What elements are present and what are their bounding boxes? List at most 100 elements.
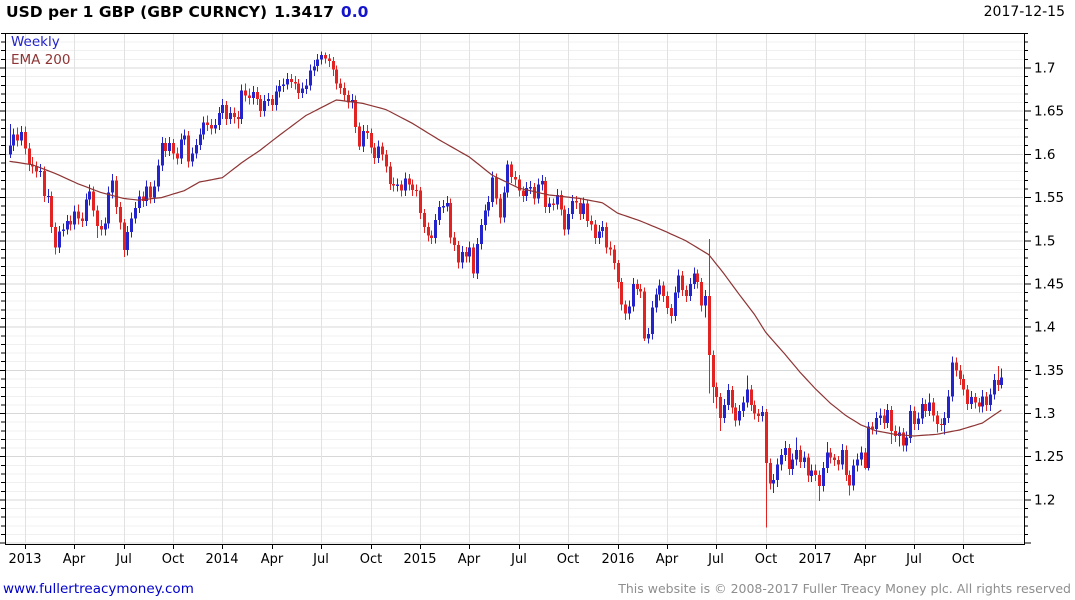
- candle: [267, 93, 270, 106]
- candle-body: [221, 105, 224, 113]
- candle: [427, 222, 430, 242]
- candle-body: [833, 457, 836, 461]
- candle-body: [799, 449, 802, 462]
- candle-body: [848, 474, 851, 486]
- y-axis-labels: 1.2 1.25 1.3 1.35 1.4 1.45 1.5 1.55 1.6 1.65 1.7: [1034, 61, 1064, 509]
- candle-body: [757, 413, 760, 417]
- candle-body: [571, 201, 574, 214]
- candle: [579, 198, 582, 220]
- candle-body: [921, 404, 924, 419]
- candle: [727, 384, 730, 411]
- candle-body: [655, 294, 658, 308]
- candle: [472, 243, 475, 278]
- candle-body: [195, 144, 198, 154]
- candle: [617, 259, 620, 289]
- candle: [898, 426, 901, 447]
- x-axis-label: Apr: [261, 552, 284, 567]
- candle: [537, 178, 540, 204]
- candle: [332, 56, 335, 76]
- candle-body: [959, 370, 962, 379]
- candle: [100, 220, 103, 236]
- candle: [130, 212, 133, 238]
- axis-ticks: [0, 32, 1031, 549]
- candle: [548, 197, 551, 214]
- candle: [161, 137, 164, 171]
- candle-body: [96, 210, 99, 227]
- x-axis-label: Jul: [707, 552, 724, 567]
- candle: [442, 200, 445, 214]
- x-axis-label: Apr: [854, 552, 877, 567]
- candle-body: [708, 296, 711, 355]
- candle-body: [263, 100, 266, 112]
- candle: [354, 95, 357, 133]
- candle-body: [180, 139, 183, 159]
- x-axis-label: Apr: [656, 552, 679, 567]
- candle-body: [628, 306, 631, 314]
- candle: [913, 406, 916, 430]
- candle: [556, 188, 559, 210]
- candle-body: [453, 237, 456, 246]
- candle: [47, 188, 50, 203]
- candle-body: [856, 459, 859, 466]
- candle-body: [514, 176, 517, 180]
- candle-body: [875, 417, 878, 430]
- candle: [453, 232, 456, 252]
- candle: [928, 393, 931, 417]
- candle: [655, 288, 658, 313]
- website-link[interactable]: www.fullertreacymoney.com: [3, 581, 194, 597]
- candle: [681, 271, 684, 297]
- candle-body: [913, 411, 916, 424]
- x-axis-label: Oct: [952, 552, 974, 567]
- candle: [822, 461, 825, 492]
- candle: [77, 204, 80, 225]
- candle-body: [339, 83, 342, 88]
- candle-body: [499, 198, 502, 218]
- candle-body: [47, 195, 50, 197]
- v-gridlines: [25, 34, 964, 543]
- candle: [985, 392, 988, 411]
- candle-body: [389, 166, 392, 184]
- candle-body: [468, 247, 471, 257]
- candle-body: [940, 423, 943, 426]
- candle-body: [305, 85, 308, 89]
- candle: [738, 404, 741, 426]
- candle: [404, 172, 407, 196]
- candle-body: [115, 180, 118, 208]
- candle: [119, 201, 122, 230]
- candle-body: [438, 207, 441, 221]
- candle-body: [522, 190, 525, 196]
- candle: [415, 184, 418, 197]
- candle-body: [229, 112, 232, 119]
- candle: [168, 137, 171, 157]
- candle: [218, 106, 221, 131]
- candle-body: [69, 220, 72, 225]
- candle: [552, 198, 555, 211]
- candle: [533, 182, 536, 205]
- candle: [259, 94, 262, 118]
- candle: [761, 405, 764, 422]
- candle-body: [681, 275, 684, 290]
- candle: [43, 166, 46, 202]
- candle-body: [765, 411, 768, 463]
- candle-body: [347, 94, 350, 103]
- candle: [704, 290, 707, 318]
- candle: [430, 230, 433, 245]
- x-axis-label: Oct: [360, 552, 382, 567]
- candle: [164, 138, 167, 157]
- candle-body: [54, 226, 57, 248]
- candle: [924, 399, 927, 417]
- candle: [286, 73, 289, 90]
- candle: [373, 143, 376, 164]
- candle-body: [62, 229, 65, 232]
- candle: [495, 173, 498, 205]
- candle: [366, 125, 369, 139]
- candle: [647, 328, 650, 344]
- candle-body: [354, 100, 357, 127]
- candle: [107, 186, 110, 229]
- candle: [335, 65, 338, 90]
- candle: [567, 207, 570, 235]
- candle: [867, 422, 870, 471]
- candle: [381, 142, 384, 161]
- candle-body: [58, 231, 61, 248]
- candle: [860, 446, 863, 466]
